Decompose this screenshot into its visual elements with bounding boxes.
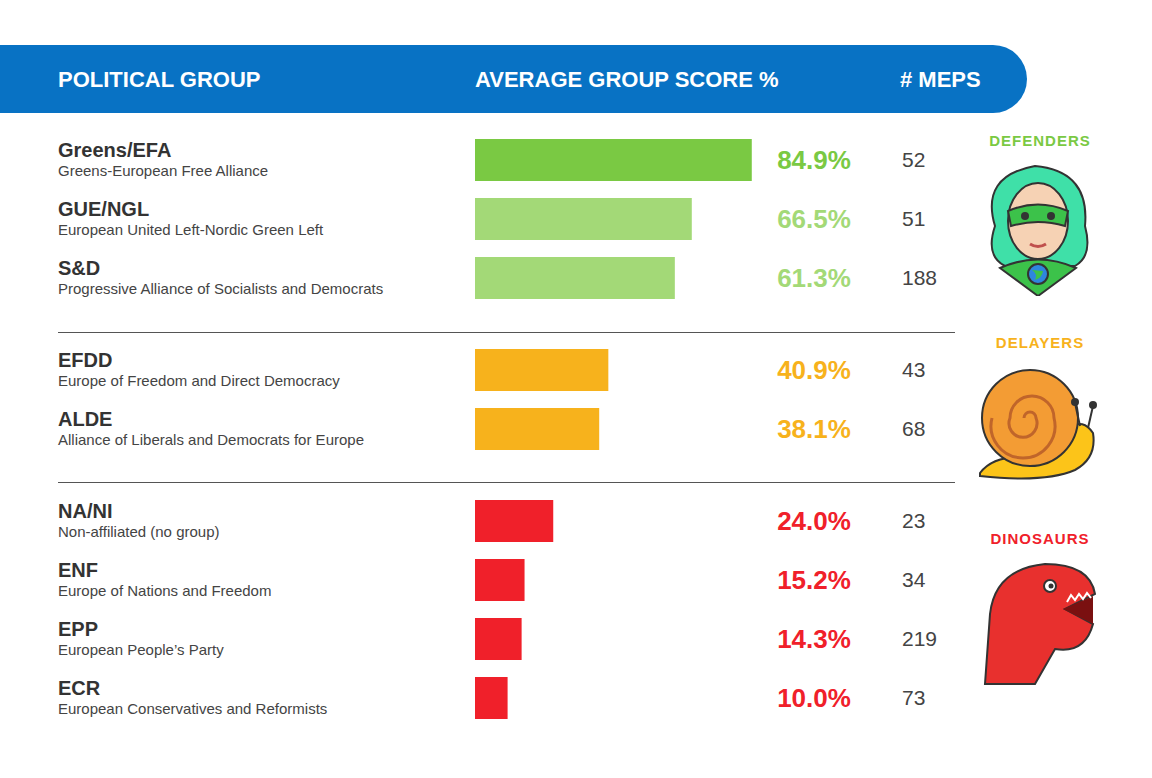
- svg-text:40.9%: 40.9%: [777, 355, 851, 385]
- svg-text:10.0%: 10.0%: [777, 683, 851, 713]
- svg-text:European United Left-Nordic Gr: European United Left-Nordic Green Left: [58, 221, 324, 238]
- svg-text:68: 68: [902, 417, 925, 440]
- svg-text:24.0%: 24.0%: [777, 506, 851, 536]
- svg-text:14.3%: 14.3%: [777, 624, 851, 654]
- svg-text:66.5%: 66.5%: [777, 204, 851, 234]
- svg-text:43: 43: [902, 358, 925, 381]
- svg-text:EFDD: EFDD: [58, 348, 112, 370]
- svg-text:GUE/NGL: GUE/NGL: [58, 198, 149, 220]
- svg-text:Alliance of Liberals and Democ: Alliance of Liberals and Democrats for E…: [58, 430, 364, 447]
- svg-text:73: 73: [902, 686, 925, 709]
- svg-text:ECR: ECR: [58, 676, 101, 698]
- svg-text:219: 219: [902, 627, 937, 650]
- svg-text:51: 51: [902, 207, 925, 230]
- svg-text:23: 23: [902, 509, 925, 532]
- html-text:AVERAGE GROUP SCORE %: AVERAGE GROUP SCORE %: [475, 67, 779, 92]
- svg-text:Greens-European Free Alliance: Greens-European Free Alliance: [58, 162, 268, 179]
- svg-text:European Conservatives and Ref: European Conservatives and Reformists: [58, 699, 327, 716]
- html-text:DINOSAURS: DINOSAURS: [990, 530, 1090, 547]
- svg-text:ALDE: ALDE: [58, 407, 112, 429]
- svg-text:38.1%: 38.1%: [777, 414, 851, 444]
- svg-text:Europe of Freedom and Direct D: Europe of Freedom and Direct Democracy: [58, 371, 340, 388]
- html-text:DEFENDERS: DEFENDERS: [989, 132, 1091, 149]
- svg-text:EPP: EPP: [58, 617, 98, 639]
- html-text:# MEPS: # MEPS: [900, 67, 981, 92]
- svg-text:52: 52: [902, 148, 925, 171]
- svg-text:Non-affiliated (no group): Non-affiliated (no group): [58, 522, 219, 539]
- svg-text:Europe of Nations and Freedom: Europe of Nations and Freedom: [58, 581, 271, 598]
- svg-text:61.3%: 61.3%: [777, 263, 851, 293]
- svg-text:ENF: ENF: [58, 558, 98, 580]
- svg-text:European People’s Party: European People’s Party: [58, 640, 224, 657]
- svg-text:S&D: S&D: [58, 257, 100, 279]
- svg-text:15.2%: 15.2%: [777, 565, 851, 595]
- svg-text:34: 34: [902, 568, 926, 591]
- svg-text:84.9%: 84.9%: [777, 145, 851, 175]
- svg-text:188: 188: [902, 266, 937, 289]
- svg-text:Greens/EFA: Greens/EFA: [58, 139, 171, 161]
- html-text:DELAYERS: DELAYERS: [995, 334, 1085, 351]
- html-text:POLITICAL GROUP: POLITICAL GROUP: [58, 67, 261, 92]
- svg-text:NA/NI: NA/NI: [58, 499, 112, 521]
- svg-text:Progressive Alliance of Social: Progressive Alliance of Socialists and D…: [58, 280, 383, 297]
